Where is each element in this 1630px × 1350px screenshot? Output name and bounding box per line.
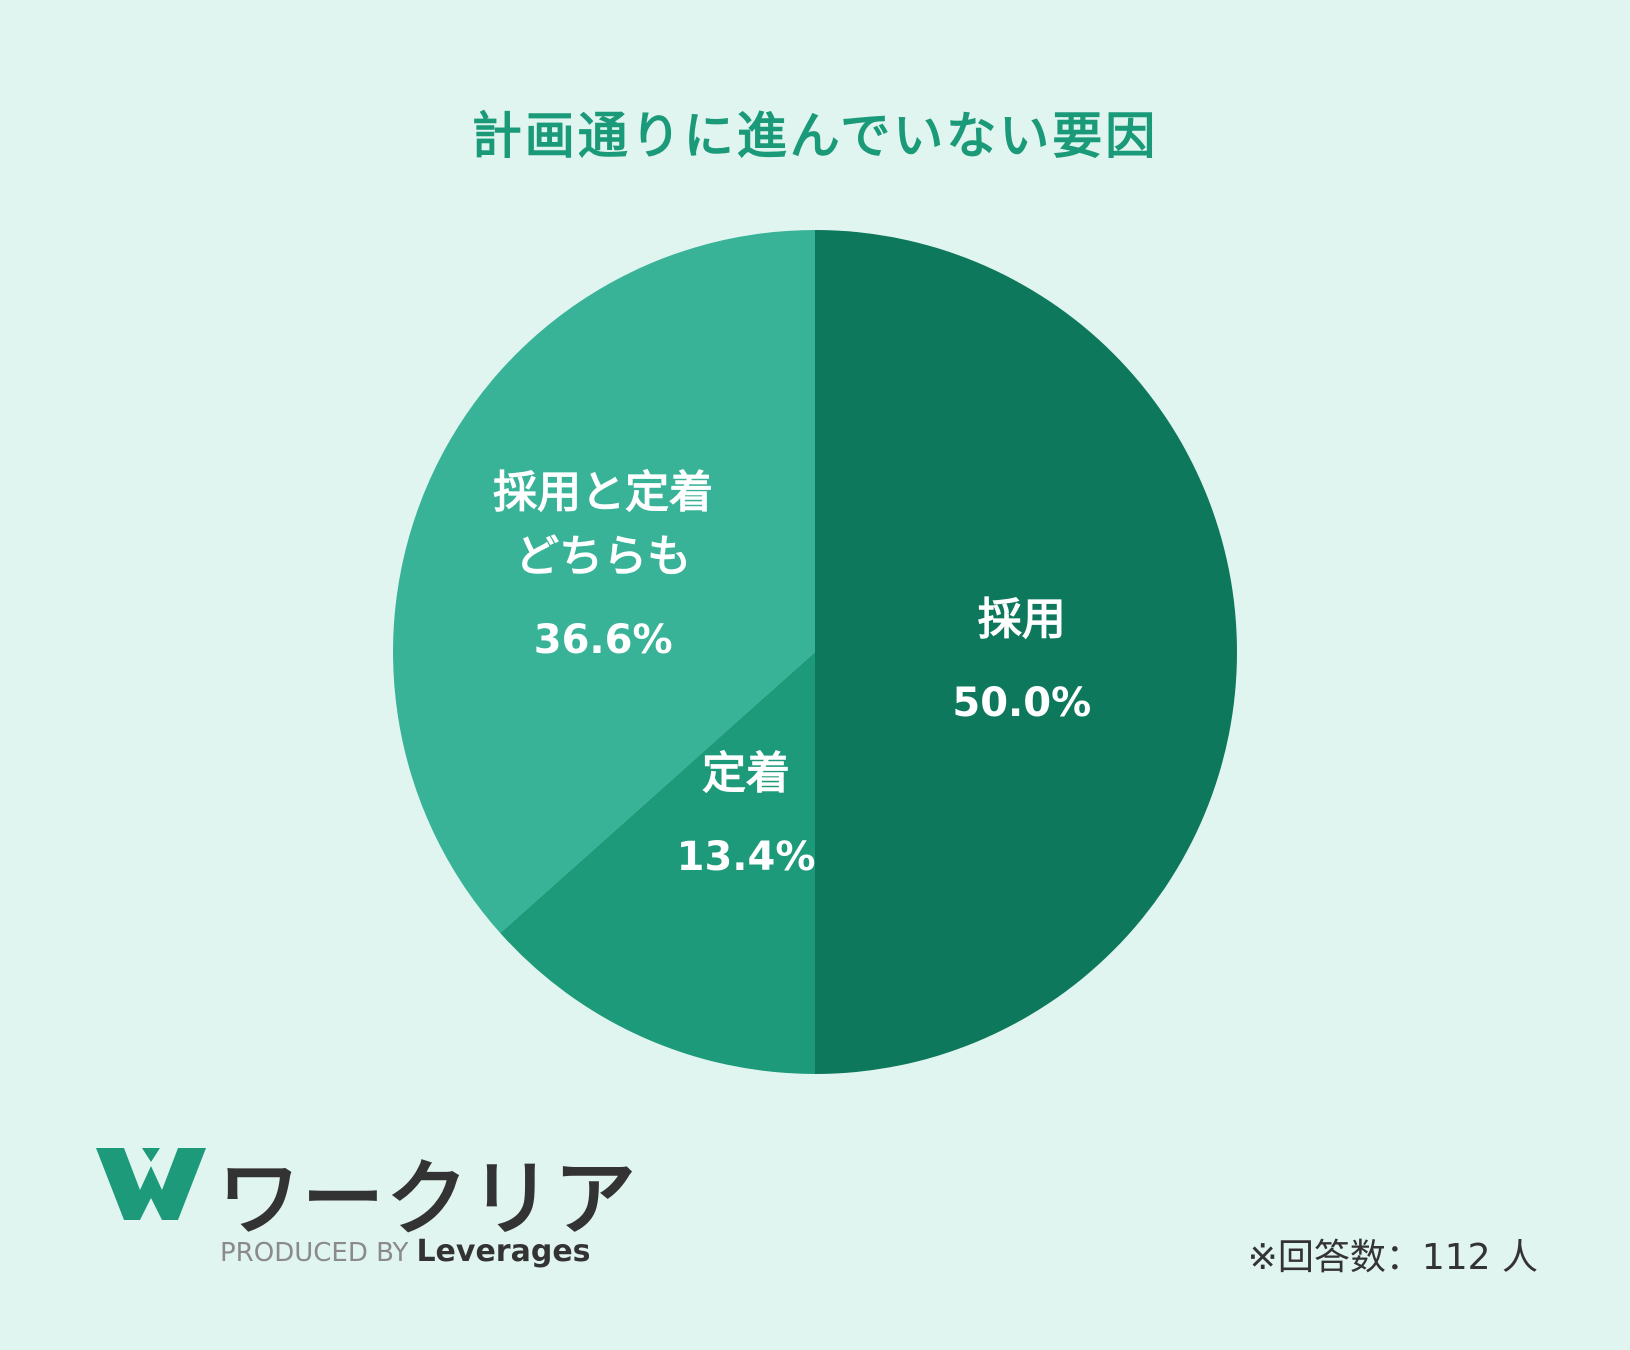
pie-slice-0: [815, 230, 1237, 1074]
slice-label-2-line-1: どちらも: [515, 531, 691, 582]
slice-value-1: 13.4%: [677, 834, 816, 880]
slice-label-2-line-0: 採用と定着: [493, 467, 713, 518]
produced-by-label: PRODUCED BY: [220, 1238, 409, 1268]
slice-label-0-line-0: 採用: [978, 594, 1066, 645]
chart-title: 計画通りに進んでいない要因: [471, 107, 1159, 165]
logo-name: ワークリア: [218, 1152, 639, 1247]
slice-value-2: 36.6%: [534, 617, 673, 663]
footnote: ※回答数：112 人: [1247, 1237, 1538, 1278]
pie-slice-2: [392, 230, 815, 934]
logo-w-mark-icon: [96, 1148, 206, 1220]
produced-by-brand: Leverages: [416, 1234, 591, 1269]
pie-slice-1: [500, 652, 815, 1074]
produced-by: PRODUCED BY Leverages: [220, 1234, 591, 1269]
slice-value-0: 50.0%: [952, 680, 1091, 726]
slice-label-1-line-0: 定着: [702, 748, 790, 799]
logo: ワークリア PRODUCED BY Leverages: [96, 1140, 636, 1270]
